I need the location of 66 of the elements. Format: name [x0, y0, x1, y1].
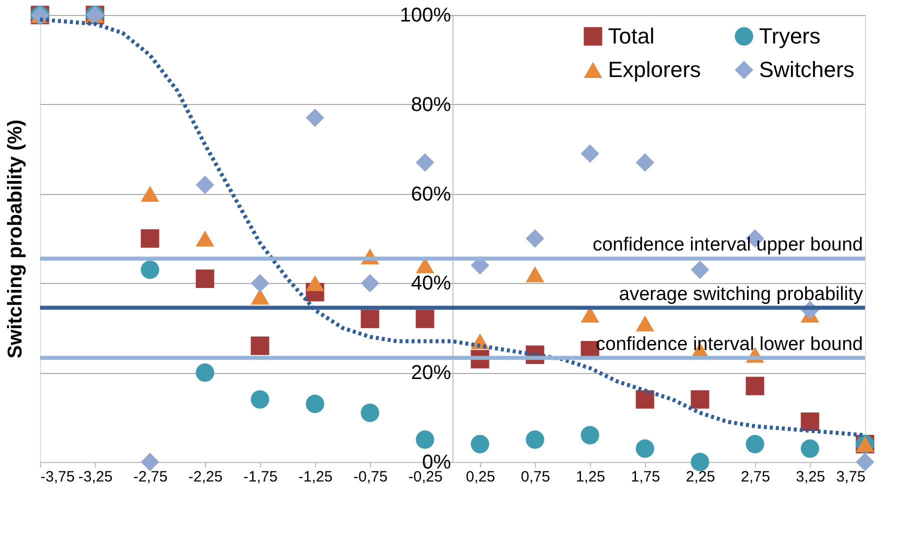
- y-tick-label: 40%: [410, 272, 452, 295]
- point: [636, 390, 654, 409]
- point: [636, 315, 654, 332]
- point: [416, 153, 434, 172]
- point: [800, 412, 820, 431]
- point: [526, 229, 544, 248]
- point: [690, 260, 710, 280]
- point: [526, 266, 544, 282]
- point: [416, 310, 434, 328]
- point: [306, 394, 324, 414]
- x-tick-label: -2,25: [188, 468, 223, 486]
- x-tick-label: 1,25: [576, 468, 606, 486]
- point: [140, 229, 160, 248]
- y-tick-label: 60%: [410, 183, 452, 206]
- point: [250, 336, 270, 355]
- point: [140, 452, 160, 472]
- legend-label: Tryers: [759, 23, 821, 48]
- x-tick-label: 3,25: [796, 468, 826, 486]
- point: [140, 186, 160, 202]
- x-tick-label: -1,75: [243, 468, 278, 486]
- point: [196, 270, 214, 288]
- point: [526, 430, 544, 449]
- point: [470, 434, 490, 454]
- point: [746, 376, 764, 396]
- x-tick-label: 3,75: [836, 468, 866, 486]
- point: [690, 390, 710, 409]
- y-tick-label: 80%: [410, 94, 452, 116]
- point: [250, 390, 270, 409]
- x-tick-label: 0,25: [466, 468, 496, 486]
- point: [196, 363, 214, 382]
- point: [416, 430, 434, 449]
- x-tick-label: 1,75: [630, 468, 660, 486]
- point: [856, 452, 874, 472]
- point: [360, 404, 380, 422]
- point: [360, 274, 380, 292]
- ref-line-label: confidence interval upper bound: [592, 234, 863, 256]
- y-tick-label: 20%: [410, 362, 452, 384]
- x-tick-label: -2,75: [133, 468, 168, 486]
- legend-label: Switchers: [759, 57, 854, 82]
- point: [746, 434, 764, 454]
- x-tick-label: 0,75: [520, 468, 550, 486]
- x-tick-label: -0,25: [408, 468, 443, 486]
- point: [636, 153, 654, 172]
- point: [360, 310, 380, 328]
- point: [580, 426, 600, 444]
- legend-label: Explorers: [608, 57, 701, 82]
- point: [196, 230, 214, 246]
- point: [690, 452, 710, 472]
- point: [196, 176, 214, 194]
- point: [306, 108, 324, 128]
- x-tick-label: -1,25: [298, 468, 333, 486]
- y-tick-label: 100%: [400, 4, 452, 26]
- point: [306, 275, 324, 292]
- legend-label: Total: [608, 23, 654, 48]
- ref-line-label: average switching probability: [619, 284, 864, 305]
- x-tick-label: 2,25: [686, 468, 716, 486]
- x-tick-label: -3,25: [78, 468, 113, 486]
- point: [580, 144, 600, 163]
- point: [140, 260, 160, 279]
- x-tick-label: -0,75: [353, 468, 388, 486]
- x-tick-label: -3,75: [40, 468, 75, 486]
- point: [800, 439, 820, 458]
- point: [636, 439, 654, 458]
- y-axis-title: Switching probability (%): [4, 120, 26, 358]
- x-tick-label: 2,75: [740, 468, 770, 486]
- point: [250, 274, 270, 292]
